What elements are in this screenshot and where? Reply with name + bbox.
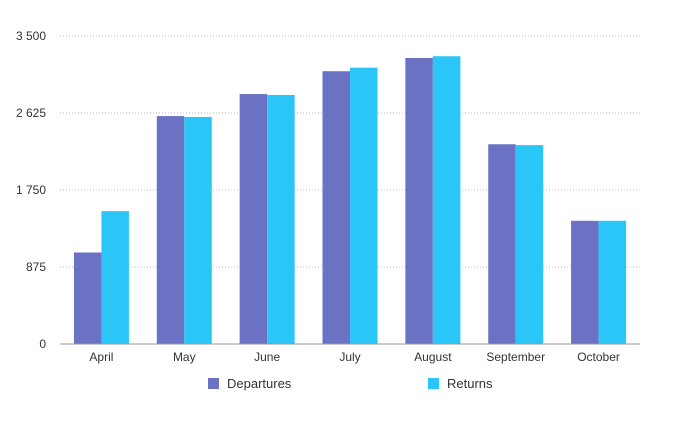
bar-returns-october[interactable] xyxy=(598,220,627,344)
bar-departures-april[interactable] xyxy=(73,252,102,344)
x-tick-label: July xyxy=(339,350,360,364)
legend-swatch xyxy=(428,378,439,389)
x-tick-label: April xyxy=(89,350,113,364)
bar-departures-july[interactable] xyxy=(322,71,351,344)
x-tick-label: May xyxy=(173,350,196,364)
legend: Departures Returns xyxy=(208,376,493,391)
legend-label: Returns xyxy=(447,376,493,391)
legend-label: Departures xyxy=(227,376,292,391)
bar-departures-august[interactable] xyxy=(405,58,433,344)
legend-item-departures[interactable]: Departures xyxy=(208,376,292,391)
y-tick-label: 875 xyxy=(26,260,46,274)
bar-departures-october[interactable] xyxy=(571,220,599,344)
x-tick-label: September xyxy=(486,350,545,364)
bar-returns-april[interactable] xyxy=(101,211,129,344)
y-tick-label: 0 xyxy=(39,337,46,351)
legend-item-returns[interactable]: Returns xyxy=(428,376,493,391)
bar-departures-september[interactable] xyxy=(488,144,516,344)
bar-returns-september[interactable] xyxy=(515,145,544,344)
x-tick-label: October xyxy=(577,350,620,364)
bar-returns-august[interactable] xyxy=(432,56,461,345)
x-tick-label: August xyxy=(414,350,452,364)
y-tick-label: 2 625 xyxy=(16,106,46,120)
bar-returns-june[interactable] xyxy=(267,94,295,345)
y-tick-label: 1 750 xyxy=(16,183,46,197)
legend-swatch xyxy=(208,378,219,389)
bar-departures-june[interactable] xyxy=(239,94,268,344)
bars xyxy=(73,56,627,345)
bar-departures-may[interactable] xyxy=(156,116,185,344)
x-axis: April May June July August September October xyxy=(89,350,619,364)
y-axis: 0 875 1 750 2 625 3 500 xyxy=(16,29,46,351)
x-tick-label: June xyxy=(254,350,280,364)
y-tick-label: 3 500 xyxy=(16,29,46,43)
bar-returns-july[interactable] xyxy=(350,67,378,345)
bar-returns-may[interactable] xyxy=(184,116,212,345)
gridlines xyxy=(60,35,640,268)
